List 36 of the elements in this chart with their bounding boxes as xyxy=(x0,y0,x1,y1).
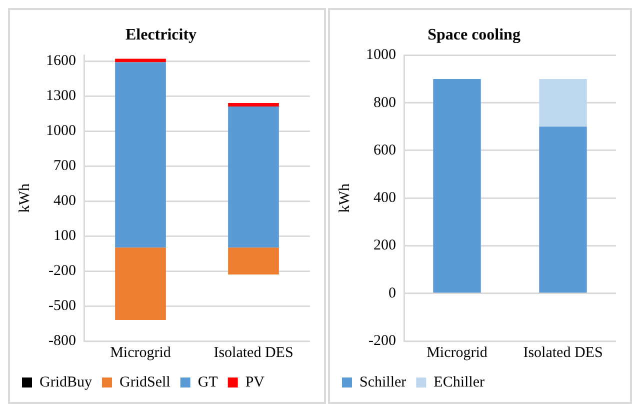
y-tick-label: 800 xyxy=(374,94,396,111)
y-tick-label: 700 xyxy=(54,158,76,174)
bar xyxy=(115,62,166,248)
bar xyxy=(228,106,279,248)
y-tick-label: 200 xyxy=(374,238,396,254)
y-tick-label: -200 xyxy=(48,262,76,279)
y-tick-label: 1000 xyxy=(46,122,76,139)
legend-label: GridBuy xyxy=(40,374,92,390)
bar xyxy=(115,248,166,320)
x-tick-label: Isolated DES xyxy=(523,344,603,361)
y-tick-label: 1600 xyxy=(46,52,76,69)
bar xyxy=(228,248,279,275)
y-tick-label: -500 xyxy=(48,298,76,314)
x-tick-label: Isolated DES xyxy=(214,344,294,361)
bar xyxy=(228,103,279,107)
y-axis-title: kWh xyxy=(336,183,353,213)
y-tick-label: 1300 xyxy=(46,88,76,104)
y-tick-label: -800 xyxy=(48,332,76,349)
y-tick-label: 100 xyxy=(54,228,76,244)
y-tick-label: 400 xyxy=(374,190,396,206)
legend-label: EChiller xyxy=(434,374,484,390)
y-axis-title: kWh xyxy=(16,183,33,213)
x-tick-label: Microgrid xyxy=(426,344,488,361)
legend-label: Schiller xyxy=(360,374,406,390)
bar xyxy=(115,58,166,62)
chart-title: Electricity xyxy=(125,26,197,44)
y-tick-label: 0 xyxy=(388,285,396,302)
legend-label: PV xyxy=(245,374,265,390)
legend-label: GridSell xyxy=(120,374,170,390)
y-tick-label: -200 xyxy=(368,332,396,349)
y-tick-label: 400 xyxy=(54,192,76,209)
y-tick-label: 1000 xyxy=(366,47,396,64)
chart-title: Space cooling xyxy=(428,26,520,44)
legend-label: GT xyxy=(198,374,218,390)
y-tick-label: 600 xyxy=(374,142,396,158)
x-tick-label: Microgrid xyxy=(110,344,172,361)
